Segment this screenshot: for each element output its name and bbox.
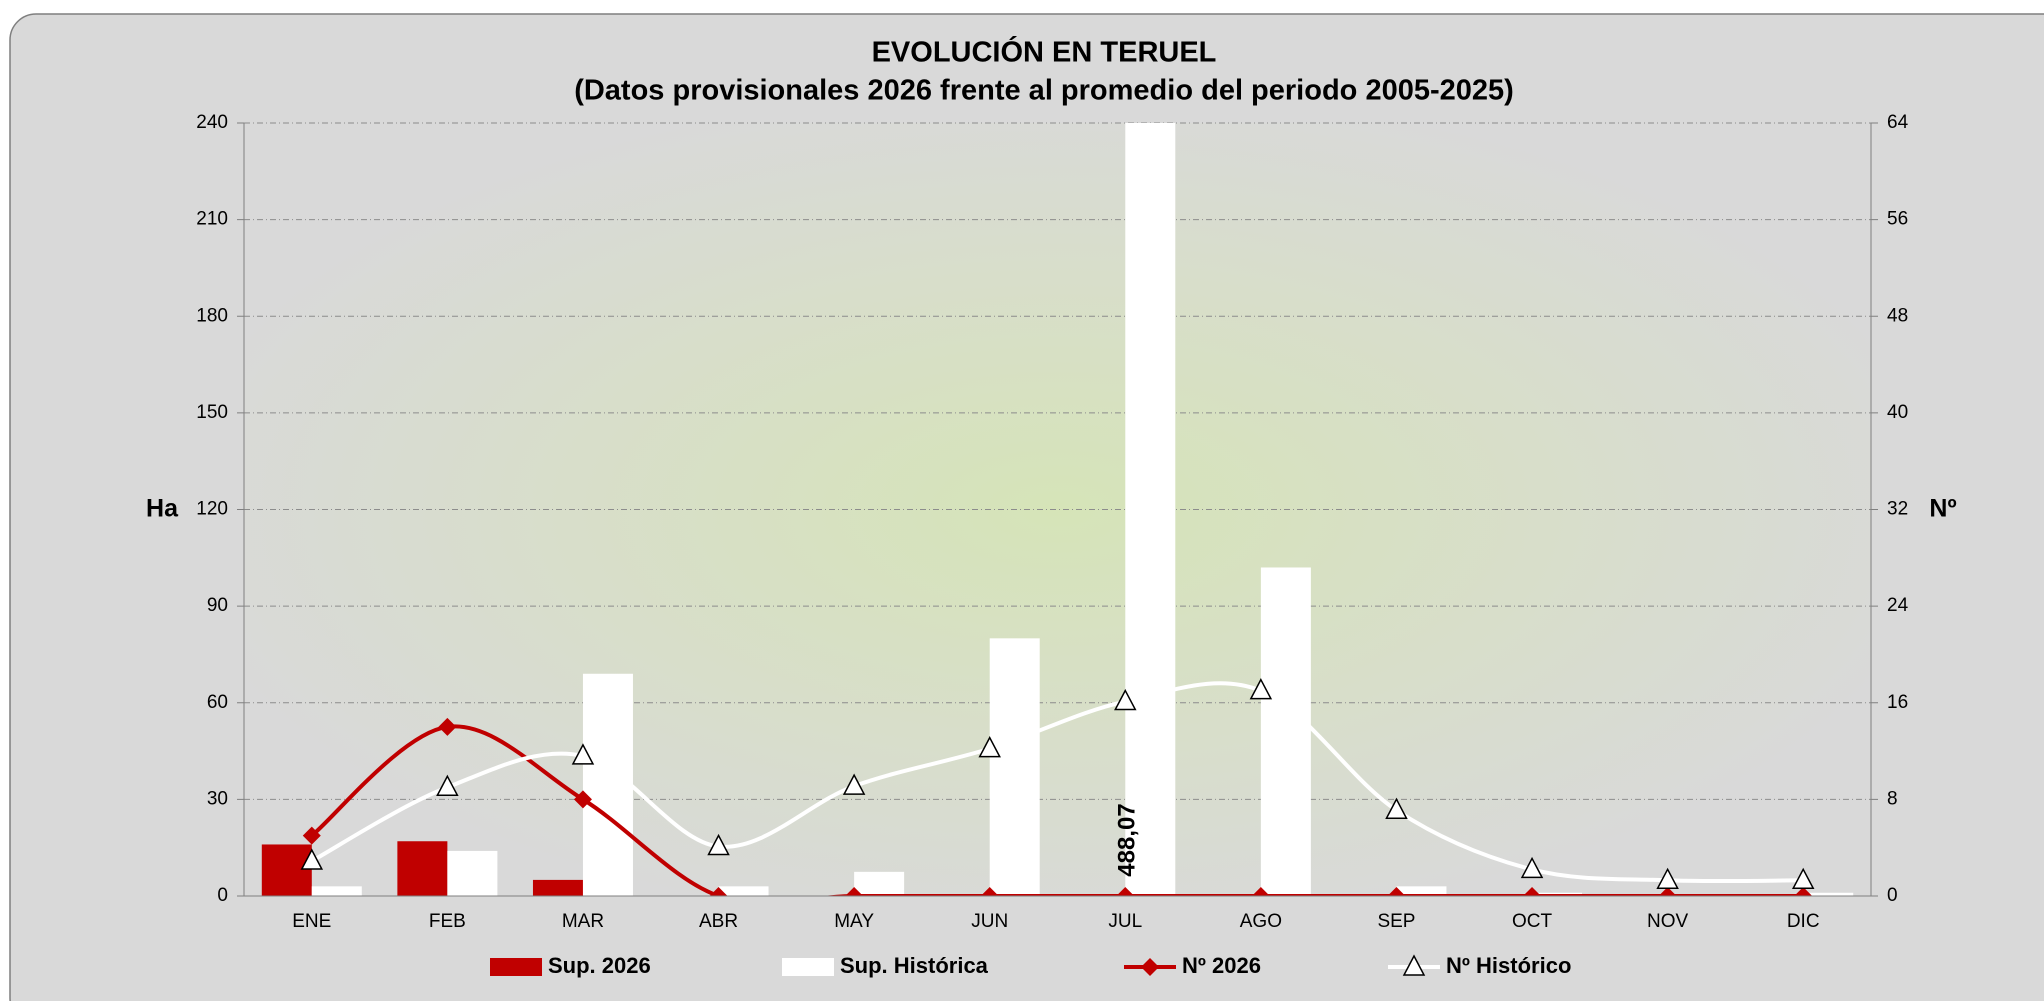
x-tick-label: DIC	[1787, 911, 1820, 932]
x-tick-label: MAR	[562, 911, 604, 932]
bar	[1396, 886, 1447, 896]
marker	[842, 773, 866, 795]
y-tick-label: 0	[217, 885, 228, 906]
marker	[845, 887, 864, 896]
chart-title: EVOLUCIÓN EN TERUEL	[872, 35, 1217, 69]
bar	[582, 673, 633, 896]
marker	[1116, 887, 1135, 896]
bar	[989, 638, 1040, 896]
x-tick-label: FEB	[429, 911, 466, 932]
x-tick-label: JUN	[971, 911, 1008, 932]
y2-tick-label: 56	[1887, 209, 1908, 230]
x-tick-label: MAY	[834, 911, 874, 932]
bar	[1125, 123, 1176, 896]
y-axis-label: Ha	[146, 495, 179, 523]
y-tick-label: 120	[196, 499, 228, 520]
x-tick-label: OCT	[1512, 911, 1553, 932]
legend-swatch	[490, 958, 542, 976]
marker	[300, 848, 324, 870]
marker	[1114, 688, 1137, 711]
y-tick-label: 30	[207, 788, 228, 809]
legend-label: Sup. 2026	[548, 953, 651, 978]
bar	[1803, 892, 1854, 896]
y2-tick-label: 40	[1887, 402, 1908, 423]
legend-label: Nº Histórico	[1446, 953, 1571, 978]
bar	[854, 871, 905, 896]
legend-swatch	[782, 958, 834, 976]
marker	[707, 833, 730, 856]
marker	[573, 790, 592, 809]
marker	[980, 887, 999, 896]
marker	[978, 736, 1001, 758]
marker	[1658, 887, 1677, 896]
x-tick-label: ABR	[699, 911, 738, 932]
y2-tick-label: 32	[1887, 499, 1908, 520]
marker	[1656, 867, 1679, 890]
y-tick-label: 150	[196, 402, 228, 423]
x-tick-label: NOV	[1647, 911, 1689, 932]
y2-tick-label: 0	[1887, 885, 1898, 906]
x-tick-label: SEP	[1377, 911, 1415, 932]
marker	[1387, 887, 1406, 896]
marker	[1249, 678, 1273, 700]
y2-tick-label: 16	[1887, 692, 1908, 713]
bar	[397, 841, 448, 896]
y2-tick-label: 64	[1887, 112, 1909, 133]
x-tick-label: ENE	[292, 911, 331, 932]
marker	[436, 774, 459, 797]
y2-axis-label: Nº	[1929, 495, 1956, 523]
y-tick-label: 240	[196, 112, 228, 133]
x-tick-label: JUL	[1108, 911, 1142, 932]
bar	[311, 886, 362, 896]
marker	[571, 743, 595, 765]
legend-label: Nº 2026	[1182, 953, 1261, 978]
y-tick-label: 60	[207, 692, 228, 713]
marker	[1402, 954, 1426, 976]
bar	[261, 844, 312, 896]
marker	[1385, 797, 1408, 819]
marker	[1520, 856, 1544, 879]
bar	[1260, 567, 1311, 896]
data-label: 488,07	[1114, 803, 1141, 876]
y-tick-label: 210	[196, 209, 228, 230]
marker	[1251, 887, 1270, 896]
y-tick-label: 90	[207, 595, 228, 616]
bar	[447, 850, 498, 896]
bar	[532, 879, 583, 896]
marker	[302, 826, 321, 845]
y-tick-label: 180	[196, 305, 228, 326]
marker	[1523, 887, 1542, 896]
marker	[709, 887, 728, 896]
y2-tick-label: 48	[1887, 305, 1908, 326]
x-tick-label: AGO	[1240, 911, 1282, 932]
marker	[1791, 867, 1815, 890]
y2-tick-label: 8	[1887, 788, 1898, 809]
chart-subtitle: (Datos provisionales 2026 frente al prom…	[574, 75, 1514, 107]
marker	[1794, 887, 1813, 896]
y2-tick-label: 24	[1887, 595, 1909, 616]
marker	[438, 717, 457, 736]
legend-label: Sup. Histórica	[840, 953, 989, 978]
marker	[1141, 958, 1159, 976]
bar	[718, 886, 769, 896]
